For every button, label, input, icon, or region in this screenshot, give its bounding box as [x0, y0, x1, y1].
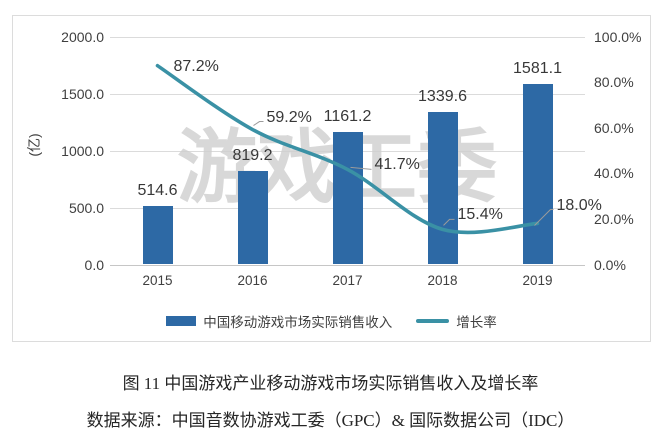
growth-rate-label: 18.0%	[556, 197, 602, 215]
growth-rate-label: 59.2%	[266, 108, 312, 126]
x-axis-label-2016: 2016	[237, 273, 268, 288]
y-axis-tick-right: 80.0%	[594, 74, 634, 91]
bar-2019	[522, 84, 553, 265]
bar-value-label: 1581.1	[513, 60, 562, 78]
y-axis-tick-left: 0.0	[84, 256, 104, 273]
legend-item-revenue: 中国移动游戏市场实际销售收入	[166, 311, 392, 331]
y-axis-tick-right: 20.0%	[594, 210, 634, 227]
bar-2017	[332, 132, 363, 265]
chart-legend: 中国移动游戏市场实际销售收入 增长率	[12, 311, 651, 331]
gridline	[110, 264, 585, 266]
gridline	[110, 93, 585, 95]
x-axis-label-2018: 2018	[427, 273, 458, 288]
y-axis-tick-right: 100.0%	[594, 28, 642, 45]
y-axis-tick-left: 2000.0	[61, 28, 104, 45]
y-axis-tick-left: 500.0	[68, 199, 104, 216]
data-source-line: 数据来源：中国音数协游戏工委（GPC）& 国际数据公司（IDC）	[86, 411, 575, 430]
revenue-bar-swatch	[166, 316, 197, 326]
bar-2018	[427, 111, 458, 265]
bar-value-label: 819.2	[232, 147, 273, 165]
y-axis-tick-left: 1000.0	[61, 142, 104, 159]
y-axis-tick-left: 1500.0	[61, 85, 104, 102]
x-axis-label-2015: 2015	[142, 273, 173, 288]
x-axis-label-2019: 2019	[522, 273, 553, 288]
growth-rate-label: 15.4%	[457, 206, 503, 224]
bar-value-label: 1339.6	[418, 87, 467, 105]
bar-value-label: 514.6	[137, 181, 178, 199]
legend-growth-rate-label: 增长率	[456, 315, 497, 330]
growth-rate-line-swatch	[416, 319, 450, 323]
growth-rate-label: 41.7%	[374, 156, 420, 174]
y-axis-tick-right: 0.0%	[594, 256, 626, 273]
legend-revenue-label: 中国移动游戏市场实际销售收入	[203, 315, 393, 330]
y-axis-tick-right: 60.0%	[594, 119, 634, 136]
x-axis-label-2017: 2017	[332, 273, 363, 288]
bar-2016	[237, 171, 268, 265]
legend-item-growth-rate: 增长率	[416, 311, 497, 331]
y-axis-tick-right: 40.0%	[594, 165, 634, 182]
bar-value-label: 1161.2	[323, 108, 372, 126]
gridline	[110, 36, 585, 38]
bar-2015	[142, 205, 173, 265]
figure-caption: 图 11 中国游戏产业移动游戏市场实际销售收入及增长率	[122, 374, 539, 393]
growth-rate-label: 87.2%	[173, 57, 219, 75]
